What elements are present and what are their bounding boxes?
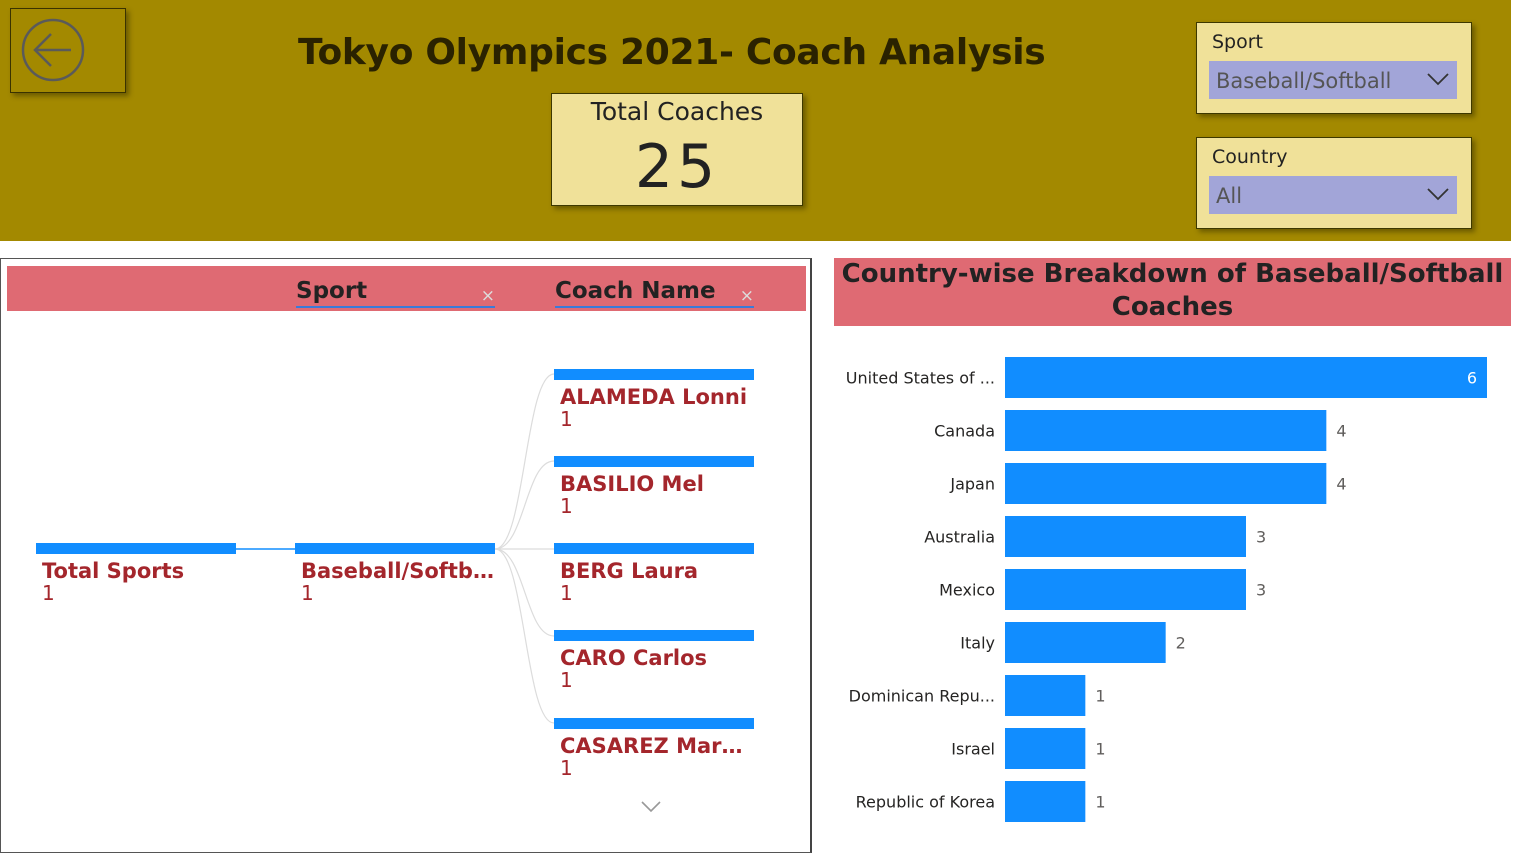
chart-title: Country-wise Breakdown of Baseball/Softb… [834,258,1511,326]
decomposition-tree: Sport × Coach Name × Total Sports 1 Base… [0,258,812,853]
tree-node-name: CARO Carlos [560,646,708,670]
tree-node-count: 1 [560,407,573,431]
bar[interactable] [1005,675,1086,716]
tree-level-sport[interactable]: Sport × [296,278,495,308]
category-label: United States of ... [846,369,995,388]
tree-node-count: 1 [301,581,314,605]
back-arrow-icon [21,18,85,82]
dashboard-header: Tokyo Olympics 2021- Coach Analysis Tota… [0,0,1511,241]
data-label: 1 [1095,740,1105,759]
category-label: Dominican Repu... [849,687,995,706]
bar[interactable] [1005,728,1086,769]
bar[interactable] [1005,781,1086,822]
card-label: Total Coaches [590,97,764,126]
tree-node-coach[interactable]: BERG Laura 1 [554,543,754,603]
sport-dropdown[interactable]: Baseball/Softball [1209,61,1457,99]
chevron-down-icon [1427,73,1449,86]
bar[interactable] [1005,410,1327,451]
tree-node-bar [554,456,754,467]
chart-title-line: Country-wise Breakdown of Baseball/Softb… [841,259,1504,289]
data-label: 4 [1336,422,1346,441]
sport-slicer: Sport Baseball/Softball [1196,22,1472,114]
tree-node-bar [554,543,754,554]
bar-chart-plot: United States of ... 6 Canada 4 Japan 4 Austra… [846,357,1487,822]
card-value: 25 [634,132,720,202]
tree-node-count: 1 [560,668,573,692]
data-label: 4 [1336,475,1346,494]
tree-level-header: Sport × Coach Name × [7,266,806,311]
tree-node-count: 1 [560,494,573,518]
tree-node-name: ALAMEDA Lonni [560,385,748,409]
country-bar-chart: Country-wise Breakdown of Baseball/Softb… [834,258,1511,846]
close-icon[interactable]: × [739,286,754,306]
bar[interactable] [1005,622,1166,663]
tree-connectors [235,373,555,724]
data-label: 1 [1095,793,1105,812]
tree-node-name: Baseball/Softball [301,559,497,583]
tree-node-coach[interactable]: CASAREZ Mary L... 1 [554,718,756,780]
sport-dropdown-value: Baseball/Softball [1216,69,1392,93]
tree-node-bar [554,369,754,380]
tree-node-name: BASILIO Mel [560,472,704,496]
chevron-down-icon[interactable] [641,801,661,813]
tree-node-name: BERG Laura [560,559,699,583]
bar[interactable] [1005,569,1246,610]
tree-level-label: Sport [296,278,368,304]
category-label: Canada [934,422,995,441]
category-label: Italy [960,634,995,653]
country-slicer: Country All [1196,137,1472,229]
back-button[interactable] [10,8,126,93]
tree-node-coach[interactable]: ALAMEDA Lonni 1 [554,369,754,429]
total-coaches-card: Total Coaches 25 [551,93,803,206]
tree-node-bar [295,543,495,554]
tree-node-bar [554,630,754,641]
category-label: Australia [924,528,995,547]
data-label: 1 [1095,687,1105,706]
category-label: Japan [949,475,995,494]
tree-level-label: Coach Name [555,278,716,304]
country-dropdown-value: All [1216,184,1243,208]
tree-node-name: Total Sports [42,559,185,583]
tree-node-coach[interactable]: CARO Carlos 1 [554,630,754,690]
country-slicer-label: Country [1212,146,1288,168]
category-label: Israel [951,740,995,759]
tree-level-coach-name[interactable]: Coach Name × [555,278,754,308]
bar[interactable] [1005,463,1327,504]
bar[interactable] [1005,357,1487,398]
close-icon[interactable]: × [480,286,495,306]
data-label: 3 [1256,528,1266,547]
sport-slicer-label: Sport [1212,31,1264,53]
chart-title-line: Coaches [1111,292,1234,322]
bar[interactable] [1005,516,1246,557]
data-label: 3 [1256,581,1266,600]
country-dropdown[interactable]: All [1209,176,1457,214]
tree-node-root[interactable]: Total Sports 1 [36,543,236,603]
tree-node-bar [554,718,754,729]
chevron-down-icon [1427,188,1449,201]
tree-node-count: 1 [42,581,55,605]
tree-node-bar [36,543,236,554]
tree-node-name: CASAREZ Mary L... [560,734,756,758]
tree-node-count: 1 [560,581,573,605]
tree-node-count: 1 [560,756,573,780]
page-title: Tokyo Olympics 2021- Coach Analysis [298,32,1046,73]
data-label: 6 [1467,369,1477,388]
tree-node-coach[interactable]: BASILIO Mel 1 [554,456,754,516]
category-label: Mexico [939,581,995,600]
data-label: 2 [1176,634,1186,653]
tree-node-sport[interactable]: Baseball/Softball 1 [295,543,497,605]
category-label: Republic of Korea [856,793,995,812]
